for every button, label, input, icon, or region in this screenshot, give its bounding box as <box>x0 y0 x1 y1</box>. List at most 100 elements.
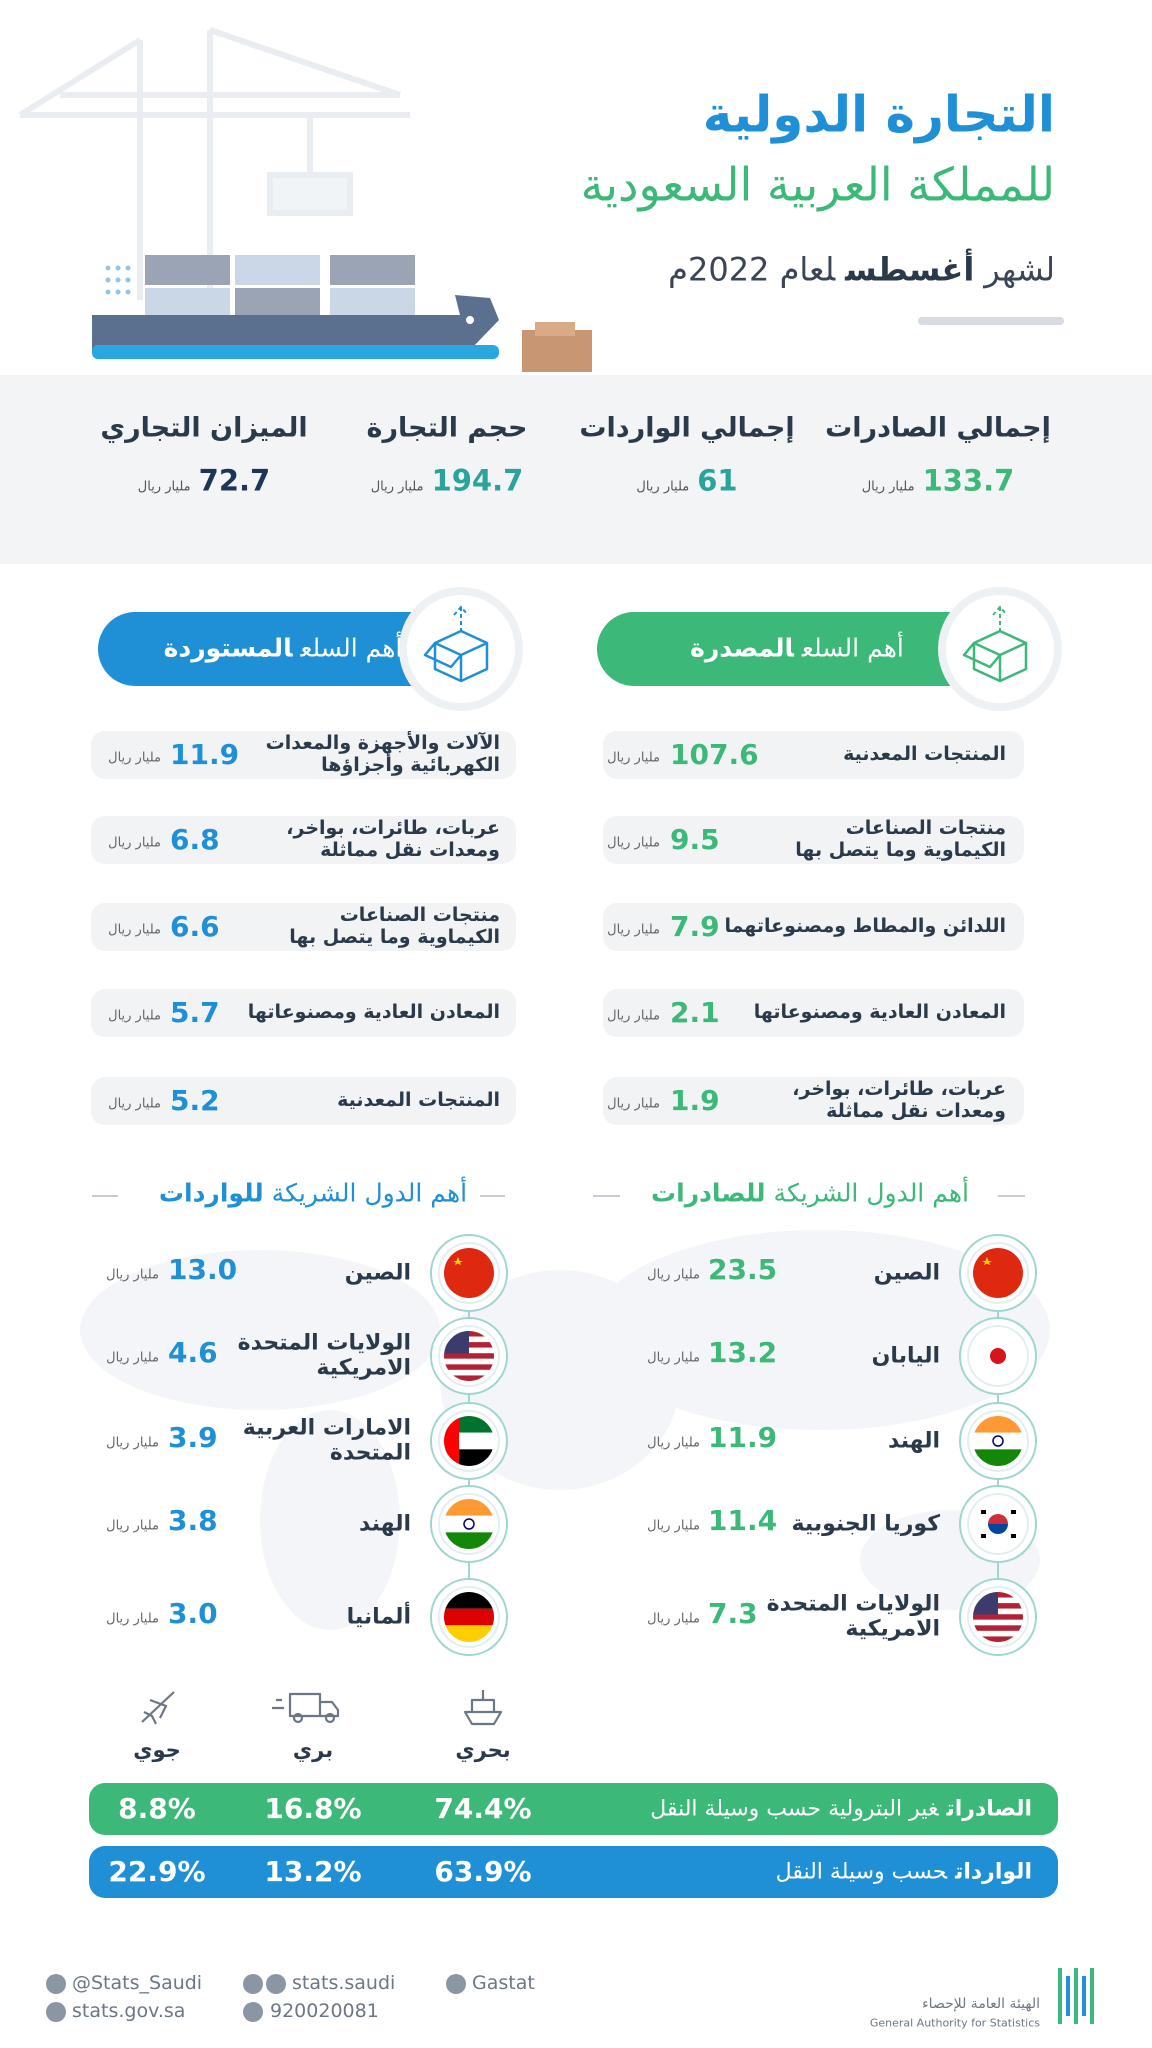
transport-bar <box>89 1783 1058 1835</box>
partners-title: أهم الدول الشريكةللصادرات <box>651 1178 969 1209</box>
flag-part <box>444 1248 494 1298</box>
period-prefix: لشهر <box>984 250 1055 289</box>
footer-text: @Stats_Saudi <box>72 1972 203 1995</box>
title-bold: الواردات <box>955 1859 1032 1885</box>
goods-label: الآلات والأجهزة والمعدات الكهربائية وأجزا… <box>266 732 500 777</box>
goods-value: 11.9 <box>170 737 240 771</box>
country-name-line: اليابان <box>871 1343 940 1369</box>
goods-row <box>603 816 1024 864</box>
logo-bar <box>1058 1968 1062 2024</box>
summary-value-group: 194.7 مليار ريال <box>371 463 524 498</box>
goods-row <box>91 903 516 951</box>
flag-us <box>444 1331 494 1381</box>
unit: مليار ريال <box>647 1350 700 1366</box>
summary-value: 194.7 <box>431 463 524 498</box>
period: لشهرأغسطسلعام 2022م <box>668 250 1055 289</box>
title-regular: أهم الدول الشريكة <box>773 1178 969 1208</box>
flag-star <box>453 1257 463 1265</box>
unit: مليار ريال <box>137 479 191 495</box>
flag-top <box>988 1514 1008 1524</box>
country-value: 13.0 <box>168 1252 238 1286</box>
country-name: الامارات العربية المتحدة <box>243 1416 411 1467</box>
summary-value-group: 61 مليار ريال <box>636 463 738 498</box>
transport-share: 63.9% <box>434 1854 532 1888</box>
country-name-line: الولايات المتحدة <box>237 1330 411 1356</box>
footer-text: 920020081 <box>270 2000 379 2023</box>
footer-text: Gastat <box>472 1972 535 1995</box>
goods-label: اللدائن والمطاط ومصنوعاتهما <box>724 915 1006 938</box>
flag-cn <box>973 1248 1023 1298</box>
flag-part <box>444 1353 494 1359</box>
flag-part <box>444 1416 459 1466</box>
mode-label: جوي <box>133 1737 181 1762</box>
goods-label-line: منتجات الصناعات <box>845 817 1006 840</box>
goods-row <box>603 989 1024 1037</box>
country-name-line: الهند <box>358 1511 411 1537</box>
mode-label: بحري <box>455 1737 511 1762</box>
transport-share: 16.8% <box>264 1791 362 1825</box>
flag-part <box>973 1619 1023 1626</box>
goods-label: المعادن العادية ومصنوعاتها <box>754 1001 1006 1024</box>
goods-label: المنتجات المعدنية <box>843 743 1006 766</box>
country-name: الولايات المتحدة الامريكية <box>238 1331 411 1382</box>
flag-part <box>973 1449 1023 1466</box>
country-name: اليابان <box>872 1343 940 1368</box>
flag-cn <box>444 1248 494 1298</box>
goods-value: 6.6 <box>170 909 220 943</box>
flag-part <box>973 1614 1023 1620</box>
goods-value: 9.5 <box>670 822 720 856</box>
mode-label: بري <box>292 1737 334 1762</box>
goods-label-line: عربات، طائرات، بواخر، <box>286 817 500 840</box>
unit: مليار ريال <box>647 1435 700 1451</box>
flag-part <box>444 1375 494 1381</box>
country-name: الهند <box>359 1511 411 1536</box>
org-name-en: General Authority for Statistics <box>869 2016 1040 2030</box>
title-bold: المصدرة <box>690 633 794 663</box>
partners-title: أهم الدول الشريكةللواردات <box>159 1179 467 1209</box>
unit: مليار ريال <box>106 1518 159 1534</box>
goods-value: 5.7 <box>170 995 220 1029</box>
country-name-line: ألمانيا <box>346 1604 411 1630</box>
country-name-line: الهند <box>887 1428 940 1454</box>
unit: مليار ريال <box>607 1008 660 1024</box>
unit: مليار ريال <box>647 1611 700 1627</box>
goods-row <box>603 731 1024 779</box>
title-bold: الصادرات <box>946 1796 1033 1822</box>
period-month: أغسطس <box>845 250 975 289</box>
flag-part <box>444 1369 494 1376</box>
unit: مليار ريال <box>108 750 161 766</box>
title-bold: للصادرات <box>651 1178 766 1208</box>
flag-us <box>973 1592 1023 1642</box>
unit: مليار ريال <box>108 922 161 938</box>
summary-value: 61 <box>697 463 738 498</box>
country-value: 3.9 <box>168 1420 218 1454</box>
goods-label-line: المنتجات المعدنية <box>337 1089 500 1112</box>
transport-title: الصادرات غير البترولية حسب وسيلة النقل <box>650 1796 1032 1821</box>
flag-part <box>1011 1534 1016 1538</box>
summary-label: حجم التجارة <box>366 412 528 444</box>
unit: مليار ريال <box>607 922 660 938</box>
country-name: كوريا الجنوبية <box>792 1511 940 1536</box>
flag-part <box>973 1248 1023 1298</box>
unit: مليار ريال <box>607 1096 660 1112</box>
country-value: 4.6 <box>168 1335 218 1369</box>
country-value: 11.9 <box>708 1420 778 1454</box>
flag-part <box>981 1534 986 1538</box>
footer-icon <box>266 1974 286 1994</box>
ship-illustration <box>92 255 1064 372</box>
goods-label-line: ومعدات نقل مماثلة <box>826 1100 1006 1122</box>
summary-label: إجمالي الصادرات <box>825 412 1051 444</box>
transport-share: 74.4% <box>434 1791 532 1825</box>
goods-label-line: الكيماوية وما يتصل بها <box>795 839 1006 861</box>
flag-part <box>981 1510 986 1514</box>
summary-value-group: 133.7 مليار ريال <box>862 463 1015 497</box>
country-name: الهند <box>888 1428 940 1453</box>
flag-part <box>444 1532 494 1549</box>
goods-label-line: المنتجات المعدنية <box>843 743 1006 766</box>
goods-label: عربات، طائرات، بواخر، ومعدات نقل مماثلة <box>286 817 500 862</box>
title-bold: المستوردة <box>163 633 293 663</box>
summary-band <box>0 375 1152 564</box>
transport-share: 13.2% <box>264 1854 362 1888</box>
unit: مليار ريال <box>106 1267 159 1283</box>
logo-bar <box>1074 1968 1078 2024</box>
